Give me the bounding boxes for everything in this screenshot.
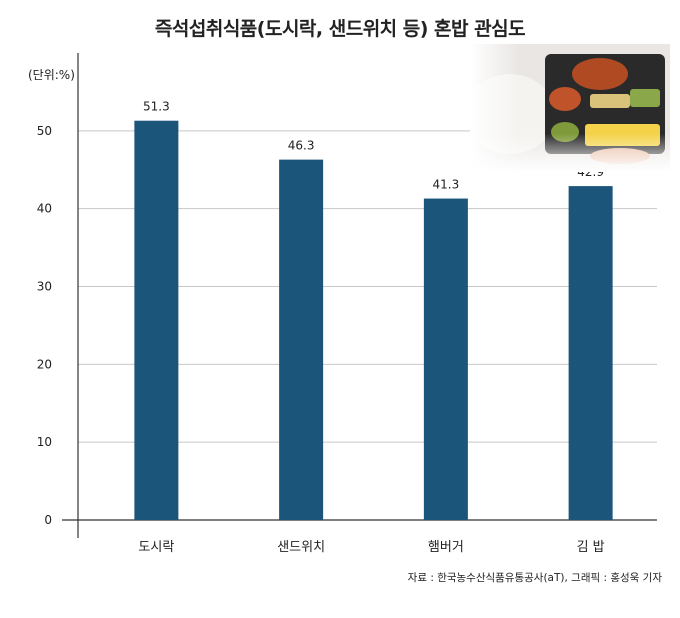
y-tick-label: 30 <box>37 280 52 294</box>
x-tick-label: 햄버거 <box>428 539 464 555</box>
y-tick-label: 0 <box>44 513 52 527</box>
y-tick-label: 40 <box>37 202 52 216</box>
y-tick-label: 10 <box>37 435 52 449</box>
bar <box>423 198 468 520</box>
bar <box>134 120 179 520</box>
data-label: 41.3 <box>433 178 460 192</box>
data-label: 46.3 <box>288 139 315 153</box>
x-tick-label: 김 밥 <box>577 540 605 555</box>
y-tick-label: 50 <box>37 124 52 138</box>
chart-title: 즉석섭취식품(도시락, 샌드위치 등) 혼밥 관심도 <box>154 18 526 40</box>
bar <box>279 159 324 521</box>
y-tick-label: 20 <box>37 357 52 371</box>
bar <box>568 186 613 520</box>
unit-label: (단위:%) <box>28 68 75 82</box>
x-tick-label: 샌드위치 <box>277 540 325 555</box>
data-label: 51.3 <box>143 100 170 114</box>
lunchbox-photo <box>470 44 670 172</box>
x-tick-label: 도시락 <box>138 540 174 555</box>
source-credit: 자료 : 한국농수산식품유통공사(aT), 그래픽 : 홍성욱 기자 <box>407 572 662 584</box>
